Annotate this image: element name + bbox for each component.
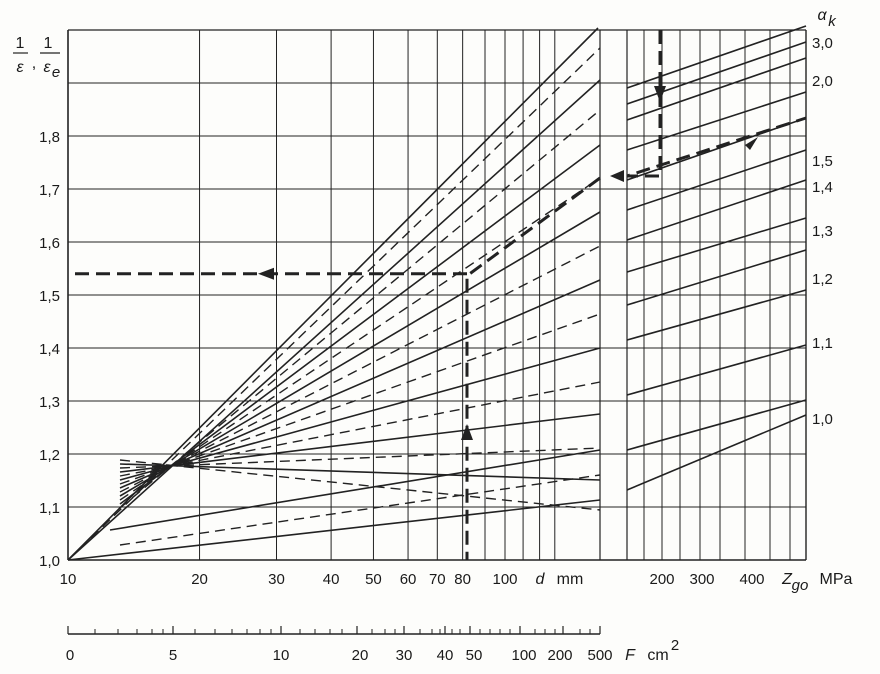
z-axis-label-sub: go [792, 577, 809, 594]
d-axis-label-unit: mm [557, 571, 584, 588]
alpha-line [626, 217, 807, 273]
tick-labels: 1,01,11,21,31,41,51,61,71,81ε ,1ε e10 20 30 4… [13, 7, 853, 664]
d-tick-label: 20 [191, 571, 208, 588]
z-tick-label: 200 [649, 571, 674, 588]
f-tick-label: 20 [352, 647, 369, 664]
left-tick-label: 1,0 [39, 553, 60, 570]
arrow-up [461, 424, 473, 440]
fan-line-dashed [119, 313, 601, 485]
left-axis-label-den2: ε [43, 59, 51, 76]
left-axis-label-num2: 1 [44, 35, 53, 52]
left-tick-label: 1,5 [39, 288, 60, 305]
alpha-line [626, 289, 807, 341]
fan-line [119, 463, 601, 481]
fan-line-dashed [119, 459, 601, 511]
fan-line [119, 347, 601, 481]
arrow-right-seg [745, 137, 758, 150]
f-axis-label-unit: cm [647, 647, 668, 664]
f-axis-label-exp: 2 [671, 637, 679, 654]
curve-families [67, 25, 807, 561]
left-tick-label: 1,6 [39, 235, 60, 252]
alpha-tick-label: 1,0 [812, 411, 833, 428]
arrow-left-result [258, 267, 274, 280]
example-path-right [626, 30, 807, 178]
left-tick-label: 1,2 [39, 447, 60, 464]
grid-lines [67, 29, 807, 561]
alpha-line [626, 57, 807, 121]
fan-line-dashed [119, 109, 601, 509]
left-axis-label-den1: ε [16, 59, 24, 76]
fan-line [119, 211, 601, 497]
alpha-axis-label-sub: k [828, 13, 837, 30]
example-path-mid [465, 176, 601, 560]
alpha-line [626, 41, 807, 105]
d-tick-label: 10 [60, 571, 77, 588]
fan-line [119, 279, 601, 489]
alpha-tick-label: 1,5 [812, 153, 833, 170]
alpha-axis-label-var: α [817, 7, 827, 24]
fan-line-dashed [119, 381, 601, 477]
f-tick-label: 10 [273, 647, 290, 664]
f-tick-label: 200 [547, 647, 572, 664]
alpha-tick-label: 1,2 [812, 271, 833, 288]
left-tick-label: 1,4 [39, 341, 60, 358]
alpha-line [626, 179, 807, 241]
alpha-line [626, 344, 807, 396]
alpha-line [626, 91, 807, 151]
fan-line-low-dashed [119, 474, 601, 546]
alpha-line [626, 399, 807, 451]
d-tick-label: 50 [365, 571, 382, 588]
alpha-tick-label: 1,1 [812, 335, 833, 352]
alpha-tick-label: 1,4 [812, 179, 833, 196]
f-tick-label: 5 [169, 647, 177, 664]
fan-line-dashed [67, 47, 601, 561]
f-tick-label: 500 [587, 647, 612, 664]
left-axis-label-den2-sub: e [52, 64, 60, 81]
z-axis-label-unit: MPa [820, 571, 853, 588]
f-tick-label: 30 [396, 647, 413, 664]
example-path [68, 30, 807, 560]
alpha-line [626, 249, 807, 306]
alpha-tick-label: 2,0 [812, 73, 833, 90]
alpha-tick-label: 1,3 [812, 223, 833, 240]
left-axis-label-num1: 1 [16, 35, 25, 52]
alpha-tick-label: 3,0 [812, 35, 833, 52]
alpha-line [626, 414, 807, 491]
left-tick-label: 1,7 [39, 182, 60, 199]
d-tick-label: 80 [454, 571, 471, 588]
fan-line-low [109, 449, 601, 531]
left-axis-label-comma: , [32, 55, 36, 72]
d-tick-label: 100 [492, 571, 517, 588]
f-axis-label-var: F [625, 647, 636, 664]
arrow-left-mid [610, 170, 624, 182]
f-tick-label: 50 [466, 647, 483, 664]
left-tick-label: 1,1 [39, 500, 60, 517]
fan-line-low [67, 499, 601, 561]
alpha-line [626, 149, 807, 211]
arrow-down [654, 86, 666, 102]
fan-line-dashed [119, 177, 601, 501]
f-tick-label: 100 [511, 647, 536, 664]
d-tick-label: 40 [323, 571, 340, 588]
f-tick-label: 0 [66, 647, 74, 664]
z-axis-label-var: Z [781, 571, 793, 588]
d-tick-label: 70 [429, 571, 446, 588]
fan-line-dashed [119, 447, 601, 469]
left-tick-label: 1,3 [39, 394, 60, 411]
left-tick-label: 1,8 [39, 129, 60, 146]
alpha-line [626, 117, 807, 181]
fan-line [67, 79, 601, 561]
d-tick-label: 30 [268, 571, 285, 588]
fan-line-dashed [119, 245, 601, 493]
f-tick-label: 40 [437, 647, 454, 664]
alpha-line [626, 25, 807, 89]
fan-line [119, 413, 601, 473]
z-tick-label: 400 [739, 571, 764, 588]
d-axis-label-var: d [536, 571, 546, 588]
fan-line [119, 144, 601, 505]
z-tick-label: 300 [689, 571, 714, 588]
d-tick-label: 60 [400, 571, 417, 588]
